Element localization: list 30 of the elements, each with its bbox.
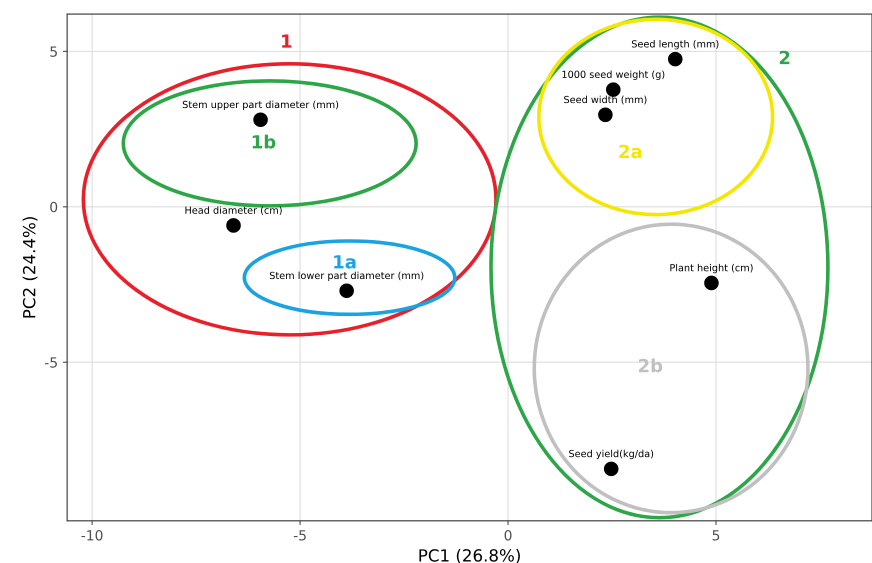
annotation: 1000 seed weight (g) [562,70,664,80]
point [253,112,268,128]
annotation: 2 [780,50,790,64]
y-tick-label: 0 [50,202,58,212]
point [704,276,719,290]
x-tick-label: -10 [81,530,103,541]
y-tick-label: 5 [50,46,57,57]
point [606,82,621,97]
annotation: Head diameter (cm) [185,206,282,215]
x-tick-label: 5 [712,530,720,541]
point [598,108,613,122]
annotation: Plant height (cm) [670,264,753,274]
annotation: 1 [282,34,292,48]
point [339,283,354,298]
y-axis-title: PC2 (24.4%) [22,217,38,318]
point [668,52,683,66]
point [226,218,241,233]
y-tick-label: -5 [44,357,57,368]
annotation: 2a [619,144,642,158]
annotation: 1a [334,255,356,269]
annotation: Seed width (mm) [564,96,646,104]
annotation: 2b [638,358,662,372]
x-tick-label: -5 [294,530,306,541]
annotation: Seed yield(kg/da) [569,450,654,460]
point [604,462,618,476]
annotation: Stem lower part diameter (mm) [270,272,424,282]
annotation: 1b [252,134,276,149]
annotation: Seed length (mm) [632,40,718,50]
x-tick-label: 0 [504,530,512,541]
annotation: Stem upper part diameter (mm) [182,100,338,110]
